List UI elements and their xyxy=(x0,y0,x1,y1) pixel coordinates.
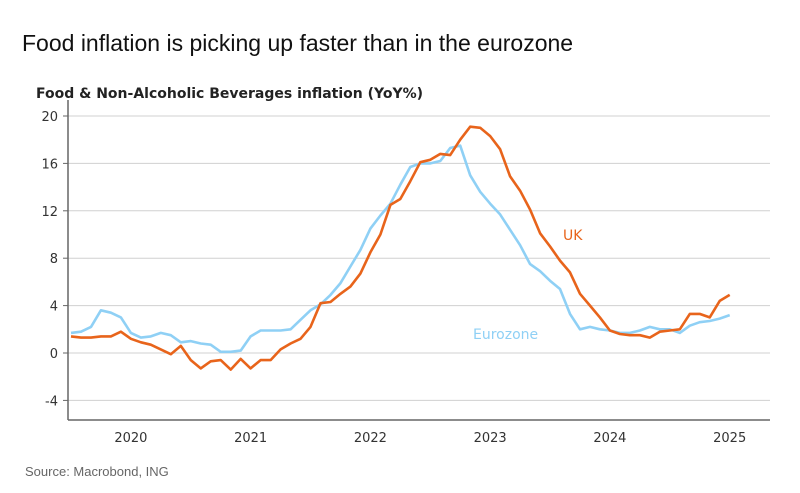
eurozone-label: Eurozone xyxy=(473,327,538,343)
chart-subtitle: Food & Non-Alcoholic Beverages inflation… xyxy=(36,86,423,102)
x-tick-label: 2025 xyxy=(713,431,746,446)
y-tick-label: -4 xyxy=(45,394,58,409)
y-tick-label: 12 xyxy=(41,205,58,220)
source-note: Source: Macrobond, ING xyxy=(25,464,169,479)
page-title: Food inflation is picking up faster than… xyxy=(22,30,574,56)
uk-label: UK xyxy=(563,228,583,244)
y-tick-label: 16 xyxy=(41,157,58,172)
y-tick-label: 8 xyxy=(50,252,58,267)
y-tick-label: 0 xyxy=(50,347,58,362)
x-tick-label: 2021 xyxy=(234,431,267,446)
x-tick-label: 2023 xyxy=(474,431,507,446)
series-line-uk xyxy=(70,125,731,371)
series-line-eurozone xyxy=(70,144,731,354)
y-tick-label: 20 xyxy=(41,110,58,125)
x-tick-label: 2020 xyxy=(114,431,147,446)
x-tick-label: 2024 xyxy=(593,431,626,446)
x-tick-label: 2022 xyxy=(354,431,387,446)
y-tick-label: 4 xyxy=(50,300,58,315)
